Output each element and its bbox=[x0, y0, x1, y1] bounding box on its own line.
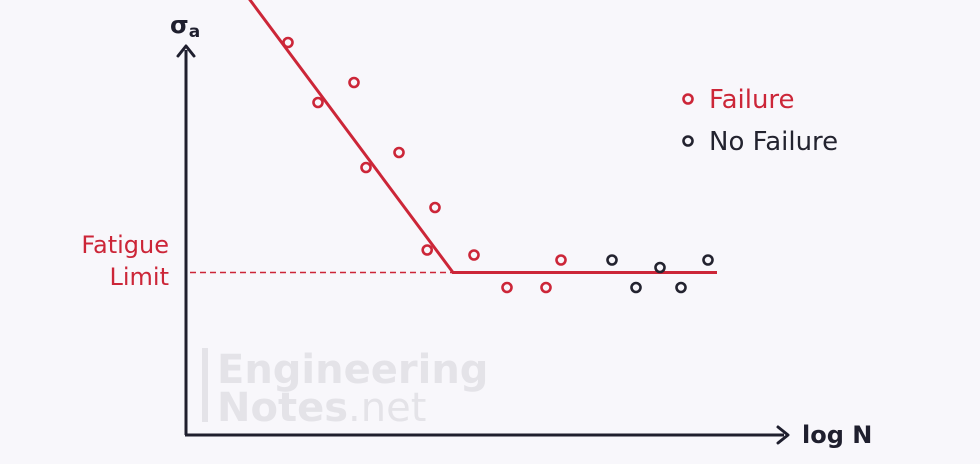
y-axis-title-subscript: a bbox=[189, 22, 200, 42]
failure-point-9 bbox=[468, 249, 480, 261]
watermark-line1: Engineering bbox=[217, 347, 488, 393]
x-axis-title: log N bbox=[802, 421, 872, 449]
no-failure-point-1 bbox=[606, 254, 618, 266]
legend-failure-label: Failure bbox=[709, 85, 795, 115]
failure-point-4 bbox=[348, 76, 360, 89]
legend: Failure No Failure bbox=[682, 85, 838, 157]
axes bbox=[176, 44, 790, 445]
watermark-logo: Engineering Notes.net bbox=[202, 347, 488, 431]
failure-point-12 bbox=[555, 254, 567, 266]
no-failure-point-2 bbox=[630, 281, 642, 294]
fatigue-limit-label-line2: Limit bbox=[110, 263, 170, 291]
no-failure-point-5 bbox=[702, 254, 714, 266]
no-failure-point-4 bbox=[675, 281, 687, 294]
failure-point-6 bbox=[393, 146, 405, 159]
legend-no-failure-label: No Failure bbox=[709, 127, 838, 157]
failure-point-5 bbox=[360, 161, 372, 174]
watermark-line2-bold: Notes bbox=[217, 385, 348, 431]
y-axis-title-main: σ bbox=[170, 11, 189, 39]
failure-point-11 bbox=[540, 281, 552, 294]
watermark-line2: Notes.net bbox=[217, 385, 426, 431]
failure-point-8 bbox=[421, 244, 434, 256]
data-points bbox=[282, 36, 714, 294]
x-axis-arrowhead bbox=[776, 425, 790, 445]
no-failure-point-3 bbox=[654, 261, 666, 274]
failure-point-10 bbox=[501, 281, 513, 294]
failure-point-3 bbox=[312, 96, 324, 109]
legend-failure-marker bbox=[682, 93, 694, 105]
watermark-line2-light: .net bbox=[348, 385, 426, 431]
failure-point-7 bbox=[429, 201, 441, 214]
y-axis-arrowhead bbox=[176, 44, 196, 58]
watermark-bar bbox=[202, 348, 208, 422]
failure-point-2 bbox=[282, 36, 294, 49]
sn-fit-line bbox=[248, 0, 717, 274]
y-axis-title: σa bbox=[170, 11, 200, 42]
legend-no-failure-marker bbox=[682, 135, 694, 147]
fatigue-limit-label-line1: Fatigue bbox=[81, 231, 169, 259]
